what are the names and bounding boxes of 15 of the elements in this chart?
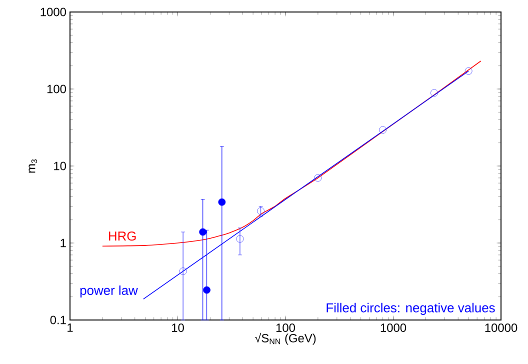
x-tick-label: 100 bbox=[276, 324, 296, 332]
x-tick-label: 10000 bbox=[485, 324, 518, 332]
y-tick-label: 100 bbox=[47, 84, 66, 94]
y-tick-label: 1000 bbox=[40, 8, 66, 16]
y-tick-label: 0.1 bbox=[50, 316, 66, 324]
series-label: HRG bbox=[109, 231, 136, 241]
x-tick-label: 1 bbox=[68, 324, 73, 332]
annotation: Filled circles: negative values bbox=[326, 302, 495, 315]
series-label: power law bbox=[80, 285, 138, 298]
y-tick-label: 1 bbox=[60, 238, 66, 248]
y-tick-label: 10 bbox=[54, 162, 66, 170]
x-tick-label: 1000 bbox=[380, 324, 406, 332]
y-axis-title: m$_{3}$ bbox=[28, 159, 38, 173]
x-tick-label: 10 bbox=[172, 324, 184, 332]
x-axis-title: √S$_{NN}$ (GeV) bbox=[254, 332, 316, 345]
